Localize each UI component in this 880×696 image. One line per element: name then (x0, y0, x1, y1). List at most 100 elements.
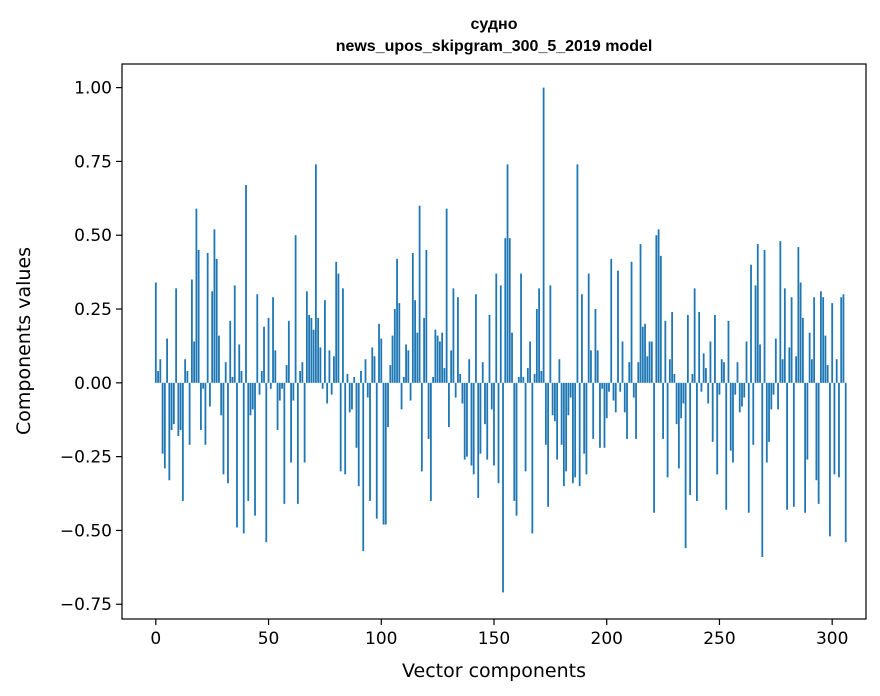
bar (411, 252, 414, 383)
bar (445, 208, 448, 383)
y-axis-ticks: −0.75 −0.50 −0.25 0.00 0.25 0.50 0.75 1.00 (60, 79, 122, 615)
bar (475, 294, 477, 383)
bar (321, 382, 324, 389)
bar (765, 382, 768, 463)
bar (574, 382, 577, 478)
bar (646, 356, 649, 383)
bar (477, 382, 480, 498)
bar (175, 288, 178, 383)
bar (245, 185, 247, 383)
bar (181, 382, 184, 501)
bar (567, 382, 570, 416)
bar (459, 373, 462, 383)
bar (184, 359, 187, 383)
bar (292, 382, 295, 401)
bar (378, 323, 380, 383)
bar (285, 365, 288, 383)
bar (457, 297, 459, 383)
bar (562, 382, 565, 487)
bar (801, 317, 804, 383)
bar (326, 382, 329, 404)
bar (705, 368, 707, 383)
bar (224, 362, 227, 383)
bar (542, 87, 545, 383)
bar (499, 285, 502, 383)
bar (829, 382, 831, 537)
bar (337, 273, 340, 383)
bar (675, 382, 678, 425)
bar (601, 382, 604, 389)
bar (450, 350, 453, 383)
bar (497, 382, 500, 484)
bar (621, 341, 624, 383)
bar (260, 371, 263, 383)
bar (736, 362, 739, 383)
bar (218, 335, 220, 383)
bar (808, 332, 811, 383)
bar (804, 382, 807, 513)
bar (725, 382, 728, 510)
bar (540, 371, 543, 383)
bar (287, 320, 290, 383)
x-tick-label: 150 (478, 629, 510, 649)
bar (560, 382, 563, 445)
bar (718, 382, 721, 395)
bar (673, 373, 676, 383)
bar (792, 382, 795, 507)
bar (628, 362, 631, 383)
bar (702, 353, 705, 383)
bar (535, 309, 538, 383)
bar (526, 368, 529, 383)
x-tick-label: 250 (703, 629, 735, 649)
bar (468, 359, 471, 383)
bar (603, 382, 606, 448)
bar (296, 382, 299, 504)
bar (617, 270, 619, 383)
bar (161, 382, 164, 454)
bar (779, 241, 782, 383)
bar (222, 382, 225, 475)
bar (310, 317, 313, 383)
bar (569, 382, 572, 398)
bar (319, 347, 322, 383)
bar (572, 382, 574, 484)
bar (544, 382, 547, 445)
bar (409, 382, 412, 401)
bar (490, 382, 493, 410)
bar (671, 311, 674, 383)
bar (452, 288, 455, 383)
bar (448, 382, 450, 428)
bar (314, 164, 317, 383)
bar (565, 382, 568, 472)
x-tick-label: 300 (816, 629, 848, 649)
bar (423, 317, 426, 383)
bar (826, 365, 829, 383)
bar (680, 382, 683, 419)
bar (188, 382, 191, 445)
bar (373, 356, 376, 383)
bar (240, 371, 243, 383)
bar (186, 371, 189, 383)
bar (179, 382, 182, 431)
bar (686, 314, 689, 383)
bar (786, 382, 788, 510)
bar (308, 314, 311, 383)
bar (838, 382, 840, 478)
bar (709, 341, 712, 383)
bar (172, 382, 175, 425)
bar (190, 279, 193, 383)
bar (599, 382, 601, 448)
bar (405, 344, 407, 383)
bar (511, 332, 513, 383)
bar (844, 382, 847, 543)
bar (357, 382, 360, 487)
bar (461, 382, 464, 404)
bar (488, 314, 491, 383)
bar (691, 373, 694, 383)
bar (154, 282, 157, 383)
bar (754, 285, 757, 383)
bar (278, 382, 281, 401)
bar (596, 350, 599, 383)
bar (346, 373, 349, 383)
bar (479, 382, 482, 454)
